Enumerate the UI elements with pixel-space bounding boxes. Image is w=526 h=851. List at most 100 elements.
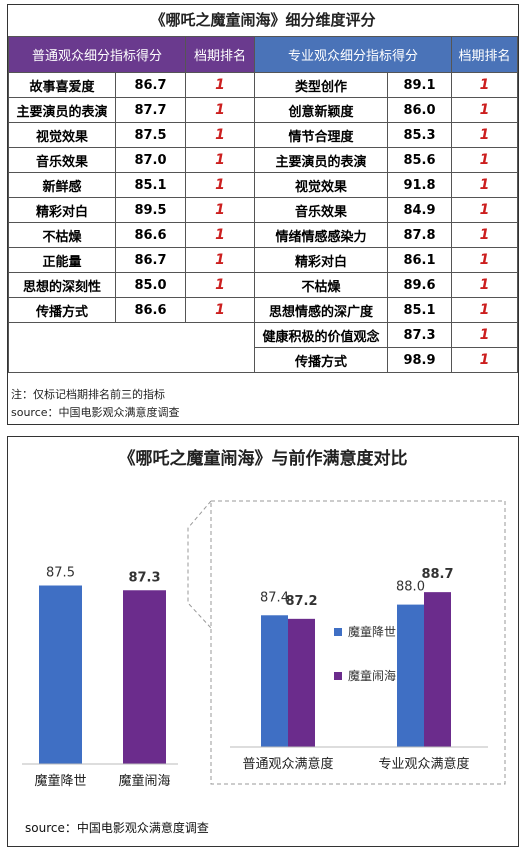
table-row: 精彩对白 89.5 1 音乐效果 84.9 1	[8, 197, 518, 223]
left-bar	[123, 590, 166, 764]
professional-label: 精彩对白	[254, 247, 388, 273]
professional-score: 89.6	[387, 272, 452, 298]
legend-item-movie1: 魔童降世	[334, 623, 396, 640]
chart-source: source：中国电影观众满意度调查	[25, 821, 209, 835]
professional-score: 85.6	[387, 147, 452, 173]
general-label: 传播方式	[8, 297, 116, 323]
right-bar-label: 88.7	[421, 567, 453, 582]
table-row: 不枯燥 86.6 1 情绪情感感染力 87.8 1	[8, 222, 518, 248]
left-category-label: 魔童闹海	[118, 773, 170, 789]
professional-label: 主要演员的表演	[254, 147, 388, 173]
general-score: 86.7	[115, 247, 186, 273]
table-row: 传播方式 86.6 1 思想情感的深广度 85.1 1	[8, 297, 518, 323]
table-row: 主要演员的表演 87.7 1 创意新颖度 86.0 1	[8, 97, 518, 123]
legend-swatch-movie1	[334, 627, 342, 636]
professional-label: 传播方式	[254, 347, 388, 373]
professional-rank: 1	[451, 297, 518, 323]
table-row: 传播方式 98.9 1	[9, 347, 518, 373]
table-row: 音乐效果 87.0 1 主要演员的表演 85.6 1	[8, 147, 518, 173]
professional-rank: 1	[451, 272, 518, 298]
table-header-row: 普通观众细分指标得分 档期排名 专业观众细分指标得分 档期排名	[8, 36, 518, 73]
general-rank: 1	[185, 297, 255, 323]
general-label: 正能量	[8, 247, 116, 273]
professional-rank-header: 档期排名	[451, 36, 518, 73]
professional-rank: 1	[451, 72, 518, 98]
professional-label: 视觉效果	[254, 172, 388, 198]
right-category-label: 专业观众满意度	[378, 756, 469, 772]
general-rank-header: 档期排名	[185, 36, 255, 73]
professional-label: 情节合理度	[254, 122, 388, 148]
general-score: 89.5	[115, 197, 186, 223]
professional-rank: 1	[451, 147, 518, 173]
professional-score: 98.9	[387, 347, 452, 373]
detailed-score-panel: 《哪吒之魔童闹海》细分维度评分 普通观众细分指标得分 档期排名 专业观众细分指标…	[7, 4, 519, 425]
right-bar	[288, 618, 315, 747]
professional-label: 类型创作	[254, 72, 388, 98]
chart-legend: 魔童降世 魔童闹海	[334, 623, 396, 711]
general-score: 87.7	[115, 97, 186, 123]
right-bar	[397, 604, 424, 747]
professional-rank: 1	[451, 97, 518, 123]
table-title: 《哪吒之魔童闹海》细分维度评分	[150, 11, 376, 29]
comparison-panel: 《哪吒之魔童闹海》与前作满意度对比 87.5 魔童降世 87.3 魔童闹海 87.4 88…	[7, 436, 519, 847]
professional-score: 86.1	[387, 247, 452, 273]
professional-rank: 1	[451, 222, 518, 248]
general-score: 85.0	[115, 272, 186, 298]
legend-label-movie2: 魔童闹海	[348, 669, 397, 683]
general-rank: 1	[185, 197, 255, 223]
professional-score: 84.9	[387, 197, 452, 223]
general-rank: 1	[185, 172, 255, 198]
right-bar-label: 88.0	[396, 580, 425, 595]
professional-rank: 1	[451, 122, 518, 148]
professional-label: 健康积极的价值观念	[254, 322, 388, 348]
professional-score: 91.8	[387, 172, 452, 198]
left-bar-label: 87.5	[46, 566, 75, 581]
general-rank: 1	[185, 97, 255, 123]
general-label: 精彩对白	[8, 197, 116, 223]
general-rank: 1	[185, 122, 255, 148]
general-rank: 1	[185, 272, 255, 298]
left-bar	[39, 585, 82, 764]
professional-rank: 1	[451, 347, 518, 373]
score-table: 普通观众细分指标得分 档期排名 专业观众细分指标得分 档期排名 故事喜爱度 86.…	[8, 36, 518, 373]
general-score: 87.0	[115, 147, 186, 173]
table-note: 注：仅标记档期排名前三的指标	[11, 388, 165, 401]
table-source: source：中国电影观众满意度调查	[11, 406, 180, 419]
general-rank: 1	[185, 247, 255, 273]
professional-rank: 1	[451, 197, 518, 223]
chart-title: 《哪吒之魔童闹海》与前作满意度对比	[118, 449, 408, 469]
right-bar	[261, 615, 288, 747]
professional-score: 89.1	[387, 72, 452, 98]
professional-label: 音乐效果	[254, 197, 388, 223]
professional-label: 思想情感的深广度	[254, 297, 388, 323]
general-rank: 1	[185, 72, 255, 98]
general-score: 87.5	[115, 122, 186, 148]
table-row: 思想的深刻性 85.0 1 不枯燥 89.6 1	[8, 272, 518, 298]
right-bar	[424, 592, 451, 747]
professional-score: 87.3	[387, 322, 452, 348]
general-score: 86.7	[115, 72, 186, 98]
table-row: 正能量 86.7 1 精彩对白 86.1 1	[8, 247, 518, 273]
legend-label-movie1: 魔童降世	[348, 625, 397, 639]
professional-label: 创意新颖度	[254, 97, 388, 123]
table-row: 视觉效果 87.5 1 情节合理度 85.3 1	[8, 122, 518, 148]
general-score: 86.6	[115, 297, 186, 323]
notes: 注：仅标记档期排名前三的指标 source：中国电影观众满意度调查	[11, 386, 180, 422]
comparison-chart: 87.5 魔童降世 87.3 魔童闹海 87.4 88.0 87.2 88.7 普通观众满意度 专…	[22, 500, 506, 789]
professional-score: 87.8	[387, 222, 452, 248]
zoom-bracket	[187, 500, 212, 629]
left-bar-label: 87.3	[128, 570, 160, 585]
left-category-label: 魔童降世	[34, 773, 86, 789]
professional-header: 专业观众细分指标得分	[254, 36, 452, 73]
general-label: 故事喜爱度	[8, 72, 116, 98]
right-bar-label: 87.4	[260, 590, 289, 605]
right-category-label: 普通观众满意度	[242, 756, 333, 772]
right-bar-label: 87.2	[285, 594, 317, 609]
professional-label: 不枯燥	[254, 272, 388, 298]
professional-score: 86.0	[387, 97, 452, 123]
general-label: 新鲜感	[8, 172, 116, 198]
general-rank: 1	[185, 147, 255, 173]
legend-item-movie2: 魔童闹海	[334, 667, 396, 684]
professional-score: 85.3	[387, 122, 452, 148]
general-score: 86.6	[115, 222, 186, 248]
